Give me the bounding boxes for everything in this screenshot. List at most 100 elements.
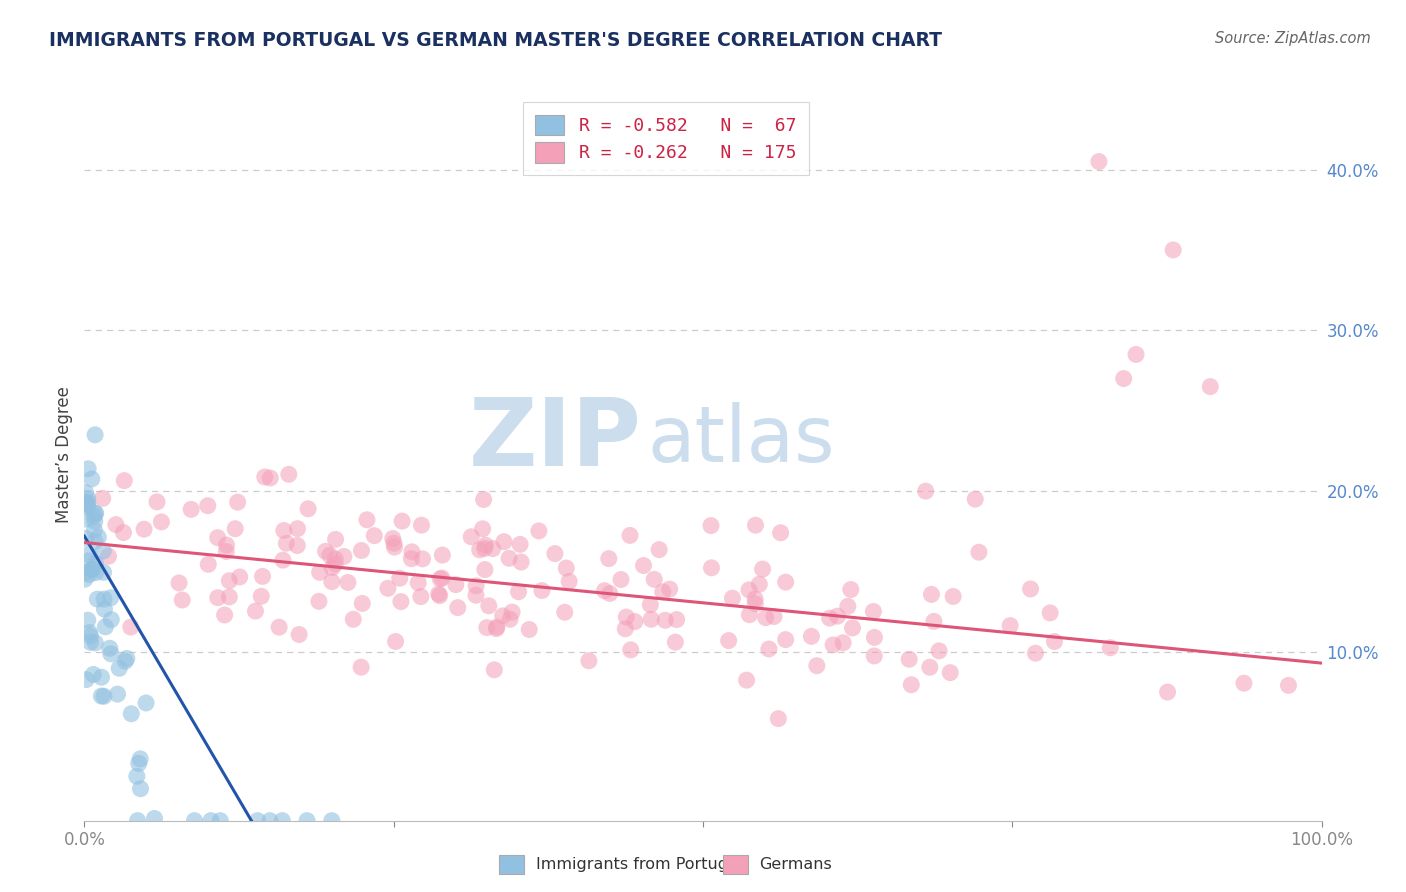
Point [135, 696, 157, 710]
Point [517, 623, 540, 637]
Point [215, 538, 238, 552]
Point [863, 648, 886, 663]
Point [578, 654, 600, 668]
Point [218, 590, 240, 604]
Point [758, 642, 780, 657]
Point [277, 467, 299, 482]
Point [474, 541, 496, 556]
Point [77, 554, 100, 568]
Point [91, 491, 114, 506]
Point [922, 615, 945, 629]
Point [1112, 371, 1135, 385]
Point [197, 558, 219, 572]
Point [468, 542, 491, 557]
Point [76, 491, 98, 506]
Point [738, 582, 761, 597]
Point [82, 562, 104, 576]
Point [308, 594, 330, 608]
Point [297, 501, 319, 516]
Point [763, 609, 786, 624]
Point [721, 591, 744, 606]
Legend: R = -0.582   N =  67, R = -0.262   N = 175: R = -0.582 N = 67, R = -0.262 N = 175 [523, 102, 808, 175]
Point [633, 558, 655, 573]
Point [554, 605, 576, 619]
Point [120, 620, 142, 634]
Point [1125, 347, 1147, 361]
Point [146, 495, 169, 509]
Point [942, 590, 965, 604]
Point [664, 635, 686, 649]
Text: ZIP: ZIP [468, 394, 641, 486]
Point [271, 814, 294, 828]
Point [273, 524, 295, 538]
Point [640, 612, 662, 626]
Point [465, 579, 488, 593]
Point [245, 604, 267, 618]
Point [94, 620, 117, 634]
Point [654, 613, 676, 627]
Point [492, 534, 515, 549]
Point [308, 566, 330, 580]
Point [356, 513, 378, 527]
Point [444, 577, 467, 591]
Point [898, 652, 921, 666]
Point [82, 667, 104, 681]
Point [832, 636, 855, 650]
Point [350, 660, 373, 674]
Point [411, 518, 433, 533]
Point [127, 814, 149, 828]
Point [775, 632, 797, 647]
Point [412, 552, 434, 566]
Point [276, 536, 298, 550]
Point [619, 528, 641, 542]
Point [108, 661, 131, 675]
Point [79, 635, 101, 649]
Point [827, 609, 849, 624]
Point [485, 620, 508, 634]
Point [269, 620, 291, 634]
Point [499, 612, 522, 626]
Point [120, 706, 142, 721]
Point [384, 634, 406, 648]
Point [77, 567, 100, 582]
Point [183, 814, 205, 828]
Point [87, 530, 110, 544]
Point [384, 540, 406, 554]
Point [84, 534, 107, 549]
Point [107, 687, 129, 701]
Point [614, 610, 637, 624]
Point [544, 547, 567, 561]
Point [738, 607, 761, 622]
Point [83, 523, 105, 537]
Point [823, 638, 845, 652]
Point [1088, 154, 1111, 169]
Point [1199, 379, 1222, 393]
Point [914, 484, 936, 499]
Point [485, 622, 508, 636]
Point [862, 604, 884, 618]
Point [91, 544, 114, 558]
Point [388, 571, 411, 585]
Point [84, 506, 107, 520]
Point [863, 631, 886, 645]
Point [775, 575, 797, 590]
Point [648, 542, 671, 557]
Point [79, 629, 101, 643]
Point [492, 608, 515, 623]
Point [82, 562, 104, 576]
Point [998, 618, 1021, 632]
Point [323, 557, 346, 571]
Point [75, 485, 97, 500]
Point [229, 570, 252, 584]
Point [325, 533, 347, 547]
Point [75, 496, 97, 510]
Point [429, 589, 451, 603]
Point [498, 551, 520, 566]
Point [472, 492, 495, 507]
Point [93, 602, 115, 616]
Point [86, 592, 108, 607]
Point [918, 660, 941, 674]
Point [114, 654, 136, 668]
Point [129, 781, 152, 796]
Point [250, 589, 273, 603]
